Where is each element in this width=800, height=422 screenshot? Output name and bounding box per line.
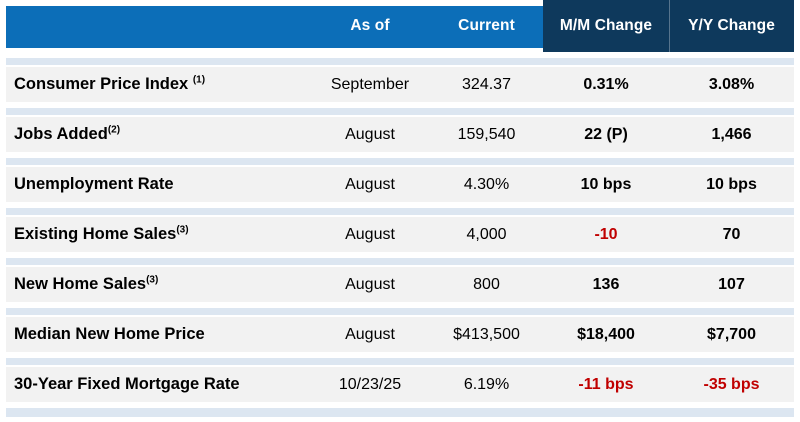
column-header-mm-change: M/M Change [559, 17, 653, 34]
row-label: Median New Home Price [14, 325, 205, 343]
current-value: 4,000 [466, 225, 507, 243]
mm-change-value: $18,400 [577, 325, 635, 343]
table-row: Unemployment Rate August 4.30% 10 bps 10… [6, 152, 794, 202]
row-label: Consumer Price Index (1) [14, 74, 206, 93]
as-of-value: August [345, 275, 395, 293]
row-label: 30-Year Fixed Mortgage Rate [14, 375, 240, 393]
row-label: Unemployment Rate [14, 175, 174, 193]
header-navy-band-mm [543, 0, 669, 52]
row-separator [6, 58, 794, 65]
row-separator [6, 108, 794, 115]
row-label: New Home Sales(3) [14, 274, 159, 293]
yy-change-value: 70 [722, 225, 741, 243]
as-of-value: August [345, 175, 395, 193]
current-value: 324.37 [462, 75, 511, 93]
current-value: $413,500 [453, 325, 520, 343]
as-of-value: August [345, 325, 395, 343]
mm-change-value: -11 bps [578, 375, 634, 393]
table-row: New Home Sales(3) August 800 136 107 [6, 252, 794, 302]
current-value: 800 [473, 275, 500, 293]
mm-change-value: 136 [592, 275, 620, 293]
table-row: Median New Home Price August $413,500 $1… [6, 302, 794, 352]
current-value: 4.30% [463, 175, 510, 193]
as-of-value: 10/23/25 [338, 375, 402, 393]
row-label: Existing Home Sales(3) [14, 224, 189, 243]
mm-change-value: 0.31% [583, 75, 629, 93]
row-separator [6, 158, 794, 165]
yy-change-value: 10 bps [706, 175, 757, 193]
row-separator [6, 258, 794, 265]
header-blue-band [6, 6, 543, 48]
row-separator [6, 308, 794, 315]
bottom-separator [6, 408, 794, 417]
header-navy-band-yy [669, 0, 794, 52]
yy-change-value: 1,466 [711, 125, 752, 143]
table-row: Existing Home Sales(3) August 4,000 -10 … [6, 202, 794, 252]
yy-change-value: $7,700 [707, 325, 756, 343]
footnote-marker: (3) [146, 274, 159, 286]
table-row: Consumer Price Index (1) September 324.3… [6, 52, 794, 102]
current-value: 159,540 [457, 125, 516, 143]
table-row: 30-Year Fixed Mortgage Rate 10/23/25 6.1… [6, 352, 794, 402]
mm-change-value: 10 bps [580, 175, 632, 193]
column-header-current: Current [458, 17, 515, 34]
mm-change-value: 22 (P) [584, 125, 628, 143]
as-of-value: August [345, 225, 395, 243]
footnote-marker: (3) [176, 224, 189, 236]
yy-change-value: 3.08% [708, 75, 755, 93]
footnote-marker: (1) [192, 74, 206, 86]
yy-change-value: 107 [718, 275, 745, 293]
indicators-table: As of Current M/M Change Y/Y Change Cons… [6, 0, 794, 417]
row-label: Jobs Added(2) [14, 124, 121, 143]
mm-change-value: -10 [594, 225, 618, 243]
table-header: As of Current M/M Change Y/Y Change [6, 0, 794, 52]
row-separator [6, 358, 794, 365]
column-header-as-of: As of [350, 17, 390, 34]
current-value: 6.19% [463, 375, 510, 393]
as-of-value: August [345, 125, 395, 143]
table-row: Jobs Added(2) August 159,540 22 (P) 1,46… [6, 102, 794, 152]
column-header-yy-change: Y/Y Change [688, 17, 775, 34]
as-of-value: September [330, 75, 410, 93]
row-separator [6, 208, 794, 215]
footnote-marker: (2) [107, 124, 121, 136]
yy-change-value: -35 bps [703, 375, 760, 393]
